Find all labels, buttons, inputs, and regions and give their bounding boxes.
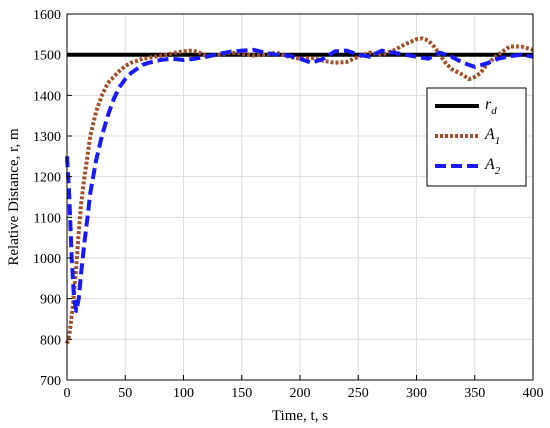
series-layer	[65, 36, 534, 344]
x-tick-label: 50	[118, 386, 132, 401]
y-tick-label: 1100	[34, 211, 61, 226]
legend-label-r-d: rd	[485, 96, 497, 117]
x-axis-ticks: 0 50 100 150 200 250 300 350 400	[64, 375, 544, 401]
legend: rd A1 A2	[426, 87, 527, 187]
x-tick-label: 300	[406, 386, 427, 401]
x-tick-label: 400	[523, 386, 544, 401]
x-tick-label: 200	[290, 386, 311, 401]
y-tick-label: 1500	[33, 49, 61, 64]
y-tick-label: 1300	[33, 130, 61, 145]
y-tick-label: 1000	[33, 252, 61, 267]
y-tick-label: 800	[40, 333, 61, 348]
y-tick-label: 700	[40, 374, 61, 389]
y-tick-label: 900	[40, 293, 61, 308]
y-tick-label: 1400	[33, 89, 61, 104]
y-axis-ticks: 700 800 900 1000 1100 1200 1300 1400 1500 1600	[33, 8, 72, 389]
x-tick-label: 150	[231, 386, 252, 401]
x-tick-label: 250	[348, 386, 369, 401]
x-tick-label: 0	[64, 386, 71, 401]
y-tick-label: 1600	[33, 8, 61, 23]
y-axis-label: Relative Distance, r, m	[6, 128, 22, 266]
series-line-a-2	[65, 47, 534, 313]
series-line-a-1	[65, 36, 534, 344]
x-tick-label: 100	[173, 386, 194, 401]
y-tick-label: 1200	[33, 171, 61, 186]
x-axis-label: Time, t, s	[272, 408, 328, 424]
legend-label-a-2: A2	[484, 156, 501, 177]
x-tick-label: 350	[464, 386, 485, 401]
legend-label-a-1: A1	[484, 126, 500, 147]
